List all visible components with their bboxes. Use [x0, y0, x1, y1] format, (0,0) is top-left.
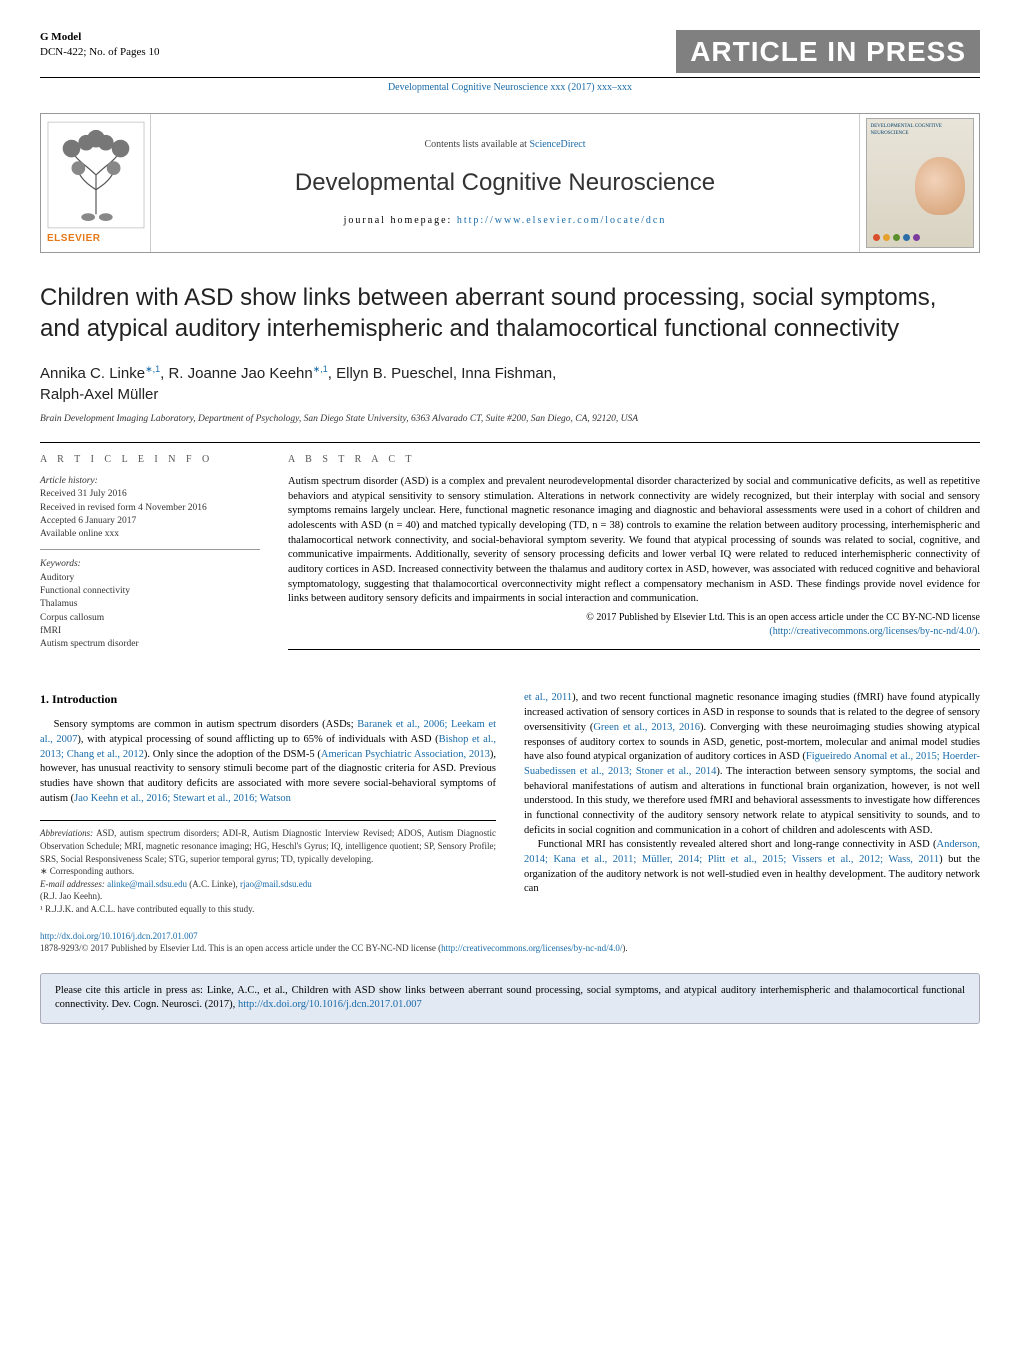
keyword-2: Thalamus: [40, 598, 260, 611]
journal-homepage-label: journal homepage:: [344, 215, 457, 226]
masthead-center: Contents lists available at ScienceDirec…: [151, 114, 859, 252]
history-line-0: Received 31 July 2016: [40, 488, 260, 501]
email-jao[interactable]: rjao@mail.sdsu.edu: [240, 879, 312, 889]
doi-link[interactable]: http://dx.doi.org/10.1016/j.dcn.2017.01.…: [40, 931, 198, 941]
doi-line: http://dx.doi.org/10.1016/j.dcn.2017.01.…: [40, 930, 980, 943]
contents-lists-prefix: Contents lists available at: [424, 139, 529, 150]
keyword-3: Corpus callosum: [40, 612, 260, 625]
citebox-doi-link[interactable]: http://dx.doi.org/10.1016/j.dcn.2017.01.…: [238, 999, 422, 1010]
abbrev-label: Abbreviations:: [40, 828, 93, 838]
intro-paragraph-1-cont: et al., 2011), and two recent functional…: [524, 691, 980, 838]
email-label: E-mail addresses:: [40, 879, 107, 889]
email-line: E-mail addresses: alinke@mail.sdsu.edu (…: [40, 878, 496, 891]
abstract-heading: a b s t r a c t: [288, 453, 980, 467]
abstract-copyright: © 2017 Published by Elsevier Ltd. This i…: [288, 611, 980, 639]
issn-text-b: ).: [622, 943, 627, 953]
cover-title-text: DEVELOPMENTAL COGNITIVE NEUROSCIENCE: [871, 123, 973, 137]
issn-text-a: 1878-9293/© 2017 Published by Elsevier L…: [40, 943, 441, 953]
journal-cover-thumbnail: DEVELOPMENTAL COGNITIVE NEUROSCIENCE: [866, 118, 974, 248]
article-info-heading: a r t i c l e i n f o: [40, 453, 260, 467]
p2-text-a: Functional MRI has consistently revealed…: [538, 839, 937, 850]
journal-reference-link[interactable]: Developmental Cognitive Neuroscience xxx…: [388, 82, 632, 93]
abbrev-text: ASD, autism spectrum disorders; ADI-R, A…: [40, 828, 496, 863]
cite-green[interactable]: Green et al., 2013, 2016: [593, 722, 700, 733]
intro-paragraph-1: Sensory symptoms are common in autism sp…: [40, 718, 496, 806]
abstract-text: Autism spectrum disorder (ASD) is a comp…: [288, 476, 980, 605]
cite-apa[interactable]: American Psychiatric Association, 2013: [321, 749, 490, 760]
email-linke[interactable]: alinke@mail.sdsu.edu: [107, 879, 187, 889]
copyright-text: © 2017 Published by Elsevier Ltd. This i…: [586, 612, 980, 623]
body-col-left: 1. Introduction Sensory symptoms are com…: [40, 691, 496, 915]
journal-title: Developmental Cognitive Neuroscience: [161, 166, 849, 200]
author-2-sup: ∗,1: [313, 364, 328, 374]
gmodel-block: G Model DCN-422; No. of Pages 10: [40, 30, 159, 61]
author-5: Ralph-Axel Müller: [40, 386, 158, 403]
cover-color-dots: [873, 234, 920, 241]
corresponding-authors-line: ∗ Corresponding authors.: [40, 865, 496, 878]
p1-text-a: Sensory symptoms are common in autism sp…: [54, 719, 358, 730]
journal-cover-block: DEVELOPMENTAL COGNITIVE NEUROSCIENCE: [859, 114, 979, 252]
author-4: Inna Fishman: [461, 365, 552, 382]
cover-face-graphic: [915, 157, 965, 215]
article-history-block: Article history: Received 31 July 2016 R…: [40, 475, 260, 550]
author-1-sup: ∗,1: [145, 364, 160, 374]
keyword-5: Autism spectrum disorder: [40, 638, 260, 651]
article-title: Children with ASD show links between abe…: [40, 283, 980, 344]
running-header: G Model DCN-422; No. of Pages 10 ARTICLE…: [40, 30, 980, 78]
contents-lists-line: Contents lists available at ScienceDirec…: [161, 138, 849, 152]
p1-text-c: ). Only since the adoption of the DSM-5 …: [144, 749, 321, 760]
history-line-3: Available online xxx: [40, 528, 260, 541]
body-col-right: et al., 2011), and two recent functional…: [524, 691, 980, 915]
sciencedirect-link[interactable]: ScienceDirect: [529, 139, 585, 150]
author-list: Annika C. Linke∗,1, R. Joanne Jao Keehn∗…: [40, 363, 980, 405]
cite-jaokeehn[interactable]: Jao Keehn et al., 2016; Stewart et al., …: [74, 793, 291, 804]
elsevier-wordmark: ELSEVIER: [47, 232, 144, 246]
keyword-0: Auditory: [40, 572, 260, 585]
cc-license-link-footer[interactable]: http://creativecommons.org/licenses/by-n…: [441, 943, 622, 953]
footnotes-block: Abbreviations: ASD, autism spectrum diso…: [40, 820, 496, 915]
keywords-block: Keywords: Auditory Functional connectivi…: [40, 558, 260, 659]
issn-copyright-line: 1878-9293/© 2017 Published by Elsevier L…: [40, 942, 980, 955]
elsevier-logo-block: ELSEVIER: [41, 114, 151, 252]
history-line-2: Accepted 6 January 2017: [40, 515, 260, 528]
cite-watson-cont[interactable]: et al., 2011: [524, 692, 572, 703]
history-line-1: Received in revised form 4 November 2016: [40, 502, 260, 515]
article-history-label: Article history:: [40, 475, 260, 488]
keyword-1: Functional connectivity: [40, 585, 260, 598]
gmodel-label: G Model: [40, 30, 159, 45]
p1-text-b: ), with atypical processing of sound aff…: [77, 734, 438, 745]
cite-this-article-box: Please cite this article in press as: Li…: [40, 973, 980, 1024]
author-3: Ellyn B. Pueschel: [336, 365, 453, 382]
email1-name: (A.C. Linke),: [187, 879, 240, 889]
keywords-label: Keywords:: [40, 558, 260, 571]
elsevier-tree-icon: [47, 120, 145, 230]
body-two-column: 1. Introduction Sensory symptoms are com…: [40, 691, 980, 915]
abstract-panel: a b s t r a c t Autism spectrum disorder…: [288, 443, 980, 668]
journal-homepage-line: journal homepage: http://www.elsevier.co…: [161, 214, 849, 228]
author-2: R. Joanne Jao Keehn: [168, 365, 312, 382]
equal-contribution-note: ¹ R.J.J.K. and A.C.L. have contributed e…: [40, 903, 496, 916]
journal-reference-line: Developmental Cognitive Neuroscience xxx…: [40, 81, 980, 95]
abbreviations-line: Abbreviations: ASD, autism spectrum diso…: [40, 827, 496, 865]
keyword-4: fMRI: [40, 625, 260, 638]
affiliation: Brain Development Imaging Laboratory, De…: [40, 413, 980, 426]
section-1-title: 1. Introduction: [40, 691, 496, 708]
article-info-panel: a r t i c l e i n f o Article history: R…: [40, 443, 260, 668]
intro-paragraph-2: Functional MRI has consistently revealed…: [524, 838, 980, 897]
abstract-body: Autism spectrum disorder (ASD) is a comp…: [288, 475, 980, 650]
email2-name-line: (R.J. Jao Keehn).: [40, 890, 496, 903]
citebox-text: Please cite this article in press as: Li…: [55, 985, 965, 1011]
article-in-press-banner: ARTICLE IN PRESS: [676, 30, 980, 73]
journal-masthead: ELSEVIER Contents lists available at Sci…: [40, 113, 980, 253]
cc-license-link[interactable]: (http://creativecommons.org/licenses/by-…: [769, 626, 980, 637]
author-1: Annika C. Linke: [40, 365, 145, 382]
journal-homepage-link[interactable]: http://www.elsevier.com/locate/dcn: [457, 215, 667, 226]
gmodel-ref: DCN-422; No. of Pages 10: [40, 45, 159, 60]
